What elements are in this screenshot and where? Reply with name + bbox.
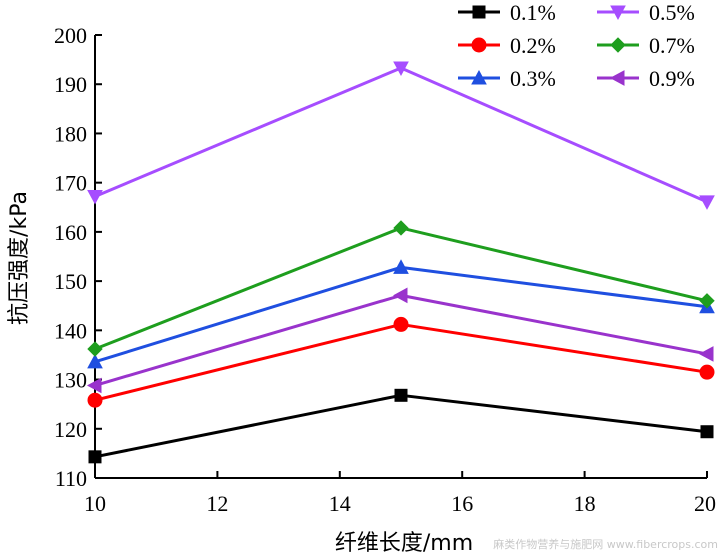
legend-marker (471, 69, 487, 85)
y-tick-label: 200 (54, 23, 87, 48)
series-line (94, 66, 708, 204)
x-axis-title: 纤维长度/mm (335, 531, 473, 556)
legend-marker (471, 37, 487, 53)
y-axis-ticks: 110 120 130 140 150 160 170 180 190 200 (54, 23, 102, 491)
x-axis-ticks: 10 12 14 16 18 20 (84, 471, 716, 516)
legend-label: 0.9% (649, 66, 695, 91)
y-tick-label: 110 (55, 466, 87, 491)
y-tick-label: 170 (54, 171, 87, 196)
y-tick-label: 120 (54, 417, 87, 442)
watermark-text: 麻类作物营养与施肥网 www.fibercrops.com (493, 537, 718, 551)
data-point (393, 259, 409, 274)
data-point (394, 388, 408, 402)
y-tick-label: 150 (54, 269, 87, 294)
y-tick-label: 160 (54, 220, 87, 245)
axes (94, 35, 707, 479)
data-point (86, 377, 102, 394)
x-tick-label: 12 (206, 491, 228, 516)
legend-label: 0.1% (510, 0, 556, 25)
data-point (700, 425, 714, 439)
x-tick-label: 20 (694, 491, 716, 516)
legend-label: 0.3% (510, 66, 556, 91)
y-tick-label: 190 (54, 72, 87, 97)
legend-label: 0.2% (510, 33, 556, 58)
legend-marker (609, 70, 625, 86)
data-point (698, 346, 714, 362)
data-point (87, 353, 103, 369)
data-point (393, 220, 409, 236)
data-point (699, 364, 715, 380)
x-tick-label: 18 (574, 491, 596, 516)
data-point (87, 189, 103, 205)
legend-marker (610, 5, 626, 21)
y-tick-label: 140 (54, 318, 87, 343)
data-point (88, 450, 102, 464)
data-point (393, 61, 409, 77)
x-tick-label: 10 (84, 491, 106, 516)
data-point (393, 316, 409, 332)
y-tick-label: 180 (54, 121, 87, 146)
legend-marker (472, 5, 486, 19)
data-point (699, 195, 715, 210)
data-point (87, 392, 103, 408)
legend-marker (610, 37, 626, 53)
y-tick-label: 130 (54, 368, 87, 393)
data-point (699, 293, 715, 309)
y-axis-title: 抗压强度/kPa (7, 191, 32, 325)
data-point (392, 287, 408, 304)
x-tick-label: 14 (329, 491, 351, 516)
legend: 0.1% 0.2% 0.3% 0.5% 0.7% 0.9% (458, 0, 695, 91)
series-line (94, 265, 708, 364)
series-markers (86, 61, 715, 464)
data-point (87, 341, 103, 357)
legend-label: 0.7% (649, 33, 695, 58)
series-line (94, 393, 708, 459)
legend-label: 0.5% (649, 0, 695, 25)
series-line (94, 293, 708, 387)
x-tick-label: 16 (451, 491, 473, 516)
